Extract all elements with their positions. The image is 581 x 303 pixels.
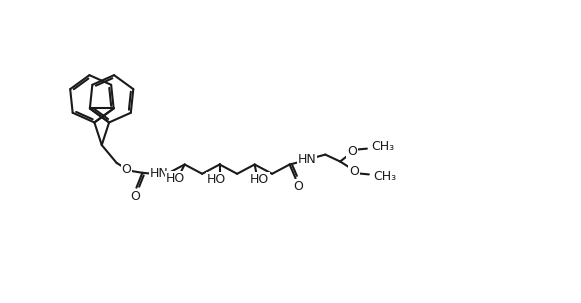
Text: O: O — [121, 163, 131, 176]
Text: HO: HO — [250, 173, 269, 186]
Text: HO: HO — [207, 173, 226, 186]
Text: CH₃: CH₃ — [371, 140, 394, 153]
Text: O: O — [131, 190, 141, 203]
Text: O: O — [293, 180, 303, 193]
Text: O: O — [347, 145, 357, 158]
Text: HN: HN — [298, 153, 317, 166]
Text: CH₃: CH₃ — [373, 170, 396, 183]
Text: O: O — [349, 165, 359, 178]
Text: HN: HN — [150, 167, 168, 180]
Text: HO: HO — [166, 172, 185, 185]
